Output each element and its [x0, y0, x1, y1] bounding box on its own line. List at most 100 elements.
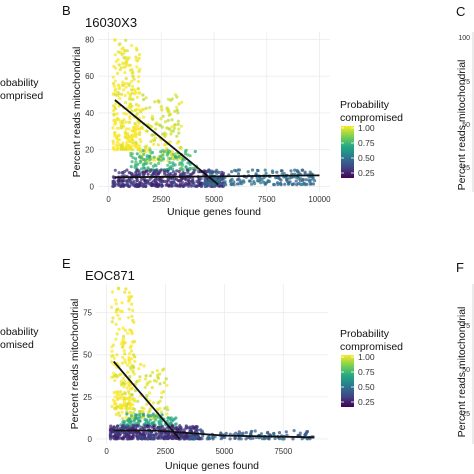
- data-point: [123, 56, 127, 60]
- data-point: [158, 382, 162, 386]
- data-point: [126, 390, 131, 394]
- data-point: [166, 163, 170, 167]
- panel-e-legend-tick-025: 0.25: [358, 397, 375, 407]
- data-point: [123, 179, 127, 183]
- data-point: [141, 184, 145, 188]
- data-point: [126, 146, 130, 150]
- data-point: [150, 114, 154, 118]
- data-point: [301, 168, 305, 172]
- data-point: [179, 426, 183, 430]
- data-point: [115, 126, 119, 130]
- data-point: [174, 155, 178, 159]
- data-point: [195, 184, 199, 188]
- data-point: [133, 131, 137, 135]
- data-point: [127, 307, 131, 311]
- data-point: [131, 411, 136, 415]
- data-point: [210, 169, 214, 173]
- data-point: [128, 387, 132, 391]
- data-point: [152, 435, 156, 439]
- data-point: [237, 430, 241, 434]
- data-point: [167, 113, 171, 117]
- data-point: [132, 179, 136, 183]
- data-point: [115, 112, 119, 116]
- data-point: [111, 316, 115, 320]
- data-point: [272, 432, 276, 436]
- data-point: [124, 287, 128, 291]
- data-point: [127, 104, 132, 108]
- data-point: [176, 122, 180, 126]
- data-point: [154, 414, 158, 418]
- data-point: [130, 331, 134, 335]
- data-point: [127, 384, 131, 388]
- data-point: [109, 424, 113, 428]
- data-point: [273, 436, 277, 441]
- data-point: [161, 368, 165, 372]
- data-point: [132, 419, 136, 423]
- data-point: [126, 143, 130, 148]
- data-point: [168, 161, 172, 165]
- data-point: [112, 425, 116, 429]
- data-point: [112, 399, 117, 403]
- data-point: [120, 184, 125, 188]
- data-point: [173, 172, 177, 176]
- data-point: [199, 181, 203, 185]
- data-point: [133, 108, 137, 113]
- data-point: [125, 168, 129, 172]
- data-point: [175, 169, 179, 173]
- data-point: [121, 355, 125, 359]
- data-point: [119, 379, 123, 383]
- data-point: [256, 169, 260, 173]
- data-point: [200, 437, 204, 441]
- data-point: [117, 92, 121, 96]
- data-point: [162, 170, 166, 174]
- data-point: [133, 88, 137, 93]
- data-point: [113, 131, 117, 135]
- left-fragment-bottom: obability omised: [0, 326, 39, 351]
- data-point: [115, 332, 119, 336]
- data-point: [184, 425, 189, 430]
- data-point: [130, 172, 134, 176]
- data-point: [116, 313, 120, 317]
- data-point: [117, 182, 121, 186]
- data-point: [156, 376, 161, 380]
- right-top-tick-25: 25: [462, 165, 470, 172]
- data-point: [191, 179, 195, 183]
- data-point: [133, 407, 137, 412]
- data-point: [112, 118, 116, 122]
- data-point: [113, 53, 117, 57]
- data-point: [124, 396, 128, 400]
- data-point: [130, 43, 134, 48]
- data-point: [228, 437, 232, 441]
- data-point: [192, 436, 196, 441]
- data-point: [142, 152, 146, 156]
- data-point: [149, 139, 153, 144]
- data-point: [158, 372, 162, 376]
- data-point: [145, 382, 149, 387]
- panel-b-ylabel: Percent reads mitochondrial: [71, 47, 83, 178]
- data-point: [130, 80, 134, 84]
- data-point: [124, 432, 128, 436]
- data-point: [171, 170, 175, 174]
- data-point: [292, 182, 296, 186]
- panel-b-legend-tick-025: 0.25: [358, 168, 375, 178]
- data-point: [155, 369, 159, 373]
- panel-b-legend-title-line2: compromised: [340, 112, 403, 124]
- data-point: [113, 79, 117, 83]
- data-point: [113, 89, 117, 93]
- data-point: [249, 432, 253, 436]
- panel-e-colorbar: [341, 355, 354, 407]
- data-point: [110, 360, 114, 364]
- data-point: [237, 182, 241, 186]
- data-point: [134, 170, 138, 174]
- data-point: [116, 50, 120, 54]
- data-point: [135, 178, 139, 182]
- data-point: [132, 433, 136, 437]
- data-point: [172, 152, 176, 156]
- data-point: [171, 129, 175, 133]
- panel-b-legend: Probability compromised 1.00 0.75 0.50 0…: [340, 99, 403, 178]
- x-tick-label: 2500: [152, 195, 170, 204]
- data-point: [114, 298, 118, 302]
- data-point: [128, 63, 132, 67]
- data-point: [165, 412, 169, 416]
- right-bottom-plot-edge: [472, 284, 474, 444]
